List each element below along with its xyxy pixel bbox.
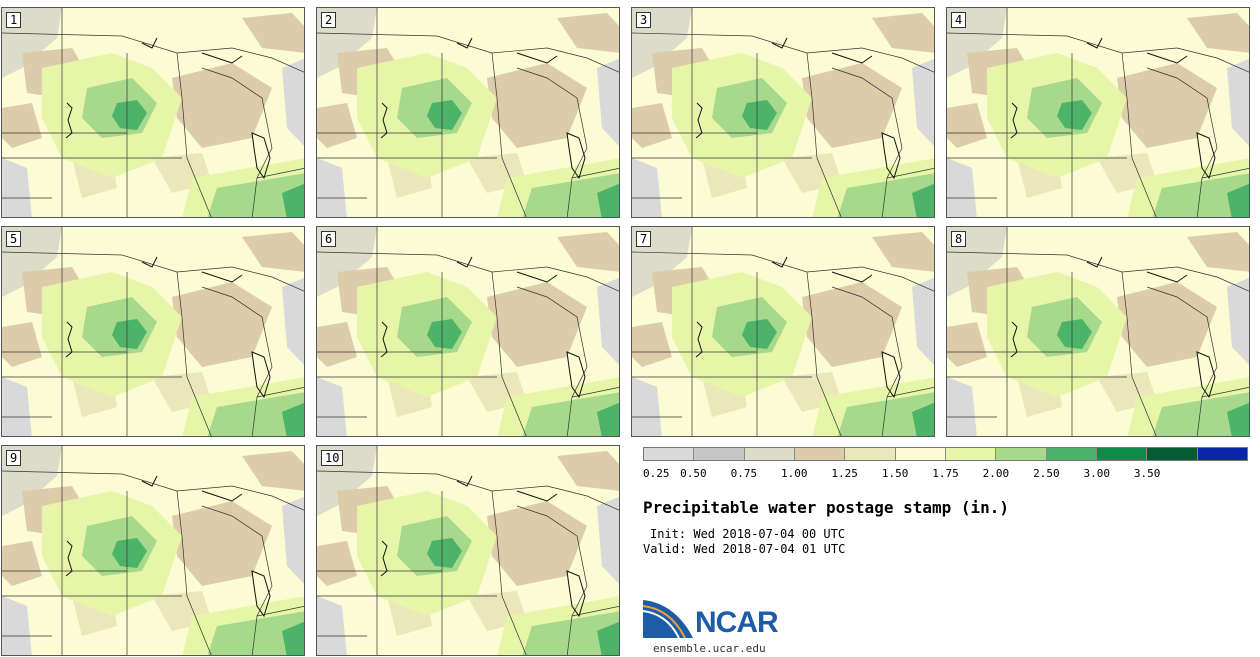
map-svg [2, 446, 304, 655]
member-number: 9 [6, 450, 22, 466]
member-number: 8 [951, 231, 967, 247]
colorbar-tick-label: 3.50 [1133, 467, 1161, 480]
ensemble-member-panel: 1 [1, 7, 305, 218]
colorbar-swatch [1197, 448, 1247, 460]
colorbar-swatch [945, 448, 997, 460]
map-svg [2, 8, 304, 217]
member-number: 2 [321, 12, 337, 28]
page-title: Precipitable water postage stamp (in.) [643, 498, 1010, 517]
colorbar-swatch [845, 448, 896, 460]
member-number: 10 [321, 450, 344, 466]
colorbar-swatch [644, 448, 695, 460]
ensemble-member-panel: 3 [631, 7, 935, 218]
colorbar-swatch [744, 448, 795, 460]
colorbar-swatch [694, 448, 745, 460]
member-number: 3 [636, 12, 652, 28]
map-svg [317, 227, 619, 436]
ensemble-member-panel: 8 [946, 226, 1250, 437]
colorbar-swatch [1096, 448, 1148, 460]
ensemble-member-panel: 9 [1, 445, 305, 656]
colorbar-swatch [1147, 448, 1198, 460]
colorbar-swatch [1046, 448, 1097, 460]
colorbar-tick-label: 1.75 [932, 467, 959, 480]
colorbar-tick-label: 1.25 [831, 467, 858, 480]
member-number: 5 [6, 231, 22, 247]
ensemble-member-panel: 4 [946, 7, 1250, 218]
colorbar [643, 447, 1248, 461]
colorbar-tick-label: 2.00 [982, 467, 1010, 480]
colorbar-labels: 0.25 0.50 0.75 1.00 1.25 1.50 1.75 2.00 2.50 3.00… [643, 467, 1248, 481]
colorbar-tick-label: 2.50 [1033, 467, 1060, 480]
site-url[interactable]: ensemble.ucar.edu [653, 642, 766, 655]
map-svg [632, 8, 934, 217]
colorbar-tick-label: 0.50 [680, 467, 707, 480]
ensemble-member-panel: 10 [316, 445, 620, 656]
map-svg [632, 227, 934, 436]
logo-text: NCAR [695, 606, 779, 639]
colorbar-tick-label: 1.00 [781, 467, 808, 480]
ncar-swoosh-icon [642, 600, 693, 639]
colorbar-tick-label: 0.75 [730, 467, 758, 480]
member-number: 7 [636, 231, 652, 247]
colorbar-swatch [895, 448, 946, 460]
colorbar-swatch [996, 448, 1047, 460]
ensemble-member-panel: 5 [1, 226, 305, 437]
colorbar-swatch [794, 448, 846, 460]
ensemble-member-panel: 6 [316, 226, 620, 437]
map-svg [317, 8, 619, 217]
ensemble-member-panel: 7 [631, 226, 935, 437]
member-number: 1 [6, 12, 22, 28]
map-svg [947, 227, 1249, 436]
colorbar-tick-label: 0.25 [643, 467, 670, 480]
ensemble-member-panel: 2 [316, 7, 620, 218]
map-svg [947, 8, 1249, 217]
colorbar-tick-label: 1.50 [881, 467, 909, 480]
map-svg [317, 446, 619, 655]
init-time: Init: Wed 2018-07-04 00 UTC [650, 527, 846, 541]
member-number: 6 [321, 231, 337, 247]
ncar-logo: NCAR [642, 600, 793, 642]
member-number: 4 [951, 12, 967, 28]
valid-time: Valid: Wed 2018-07-04 01 UTC [643, 542, 846, 556]
map-svg [2, 227, 304, 436]
colorbar-tick-label: 3.00 [1083, 467, 1111, 480]
